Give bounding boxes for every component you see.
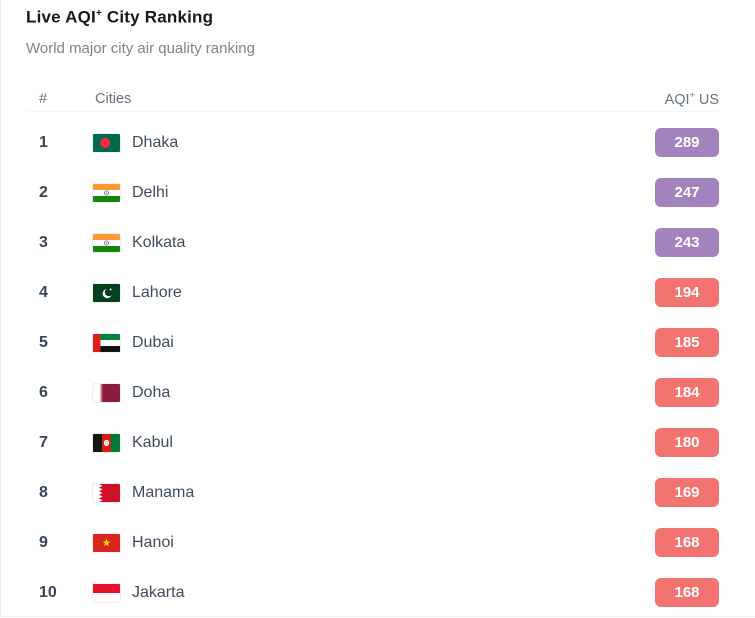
city-name: Kolkata [132,233,186,251]
afghanistan-flag-icon [93,433,120,452]
aqi-badge: 194 [655,278,719,308]
rank-number: 4 [39,283,48,301]
pakistan-flag-icon [93,283,120,302]
aqi-header-superscript: + [689,89,695,100]
aqi-badge: 168 [655,528,719,558]
city-name: Delhi [132,183,169,201]
city-name: Jakarta [132,583,185,601]
page-title: Live AQI+ City Ranking [26,3,719,28]
aqi-badge: 247 [655,178,719,208]
table-row[interactable]: 7 Kabul 180 [26,418,719,468]
table-row[interactable]: 5 Dubai 185 [26,318,719,368]
aqi-badge: 168 [655,578,719,608]
column-header-aqi-us: AQI+ US [665,90,719,108]
bangladesh-flag-icon [93,133,120,152]
column-header-rank: # [39,90,48,107]
city-name: Kabul [132,433,173,451]
indonesia-flag-icon [93,583,120,602]
table-row[interactable]: 4 Lahore 194 [26,268,719,318]
table-row[interactable]: 3 Kolkata 243 [26,218,719,268]
table-row[interactable]: 6 Doha 184 [26,368,719,418]
rank-number: 10 [39,583,57,601]
table-row[interactable]: 10 Jakarta 168 [26,568,719,618]
aqi-badge: 169 [655,478,719,508]
rank-number: 6 [39,383,48,401]
rank-number: 8 [39,483,48,501]
table-row[interactable]: 1 Dhaka 289 [26,118,719,168]
aqi-badge: 184 [655,378,719,408]
table-row[interactable]: 8 Manama 169 [26,468,719,518]
rank-number: 7 [39,433,48,451]
city-name: Lahore [132,283,182,301]
city-name: Dhaka [132,133,179,151]
city-name: Hanoi [132,533,174,551]
aqi-badge: 243 [655,228,719,258]
ranking-rows: 1 Dhaka 289 2 Delhi 247 3 Kolkata 243 4 … [26,118,719,618]
qatar-flag-icon [93,383,120,402]
table-row[interactable]: 9 Hanoi 168 [26,518,719,568]
title-text: Live AQI [26,7,96,27]
column-header-cities: Cities [95,90,132,107]
aqi-header-text-rest: US [694,91,719,108]
rank-number: 1 [39,133,48,151]
india-flag-icon [93,233,120,252]
rank-number: 3 [39,233,48,251]
table-header: # Cities AQI+ US [26,87,719,112]
aqi-badge: 185 [655,328,719,358]
aqi-badge: 289 [655,128,719,158]
rank-number: 9 [39,533,48,551]
vietnam-flag-icon [93,533,120,552]
aqi-header-text: AQI [664,91,690,108]
bahrain-flag-icon [93,483,120,502]
city-name: Doha [132,383,171,401]
page-subtitle: World major city air quality ranking [26,39,255,57]
table-row[interactable]: 2 Delhi 247 [26,168,719,218]
uae-flag-icon [93,333,120,352]
india-flag-icon [93,183,120,202]
rank-number: 5 [39,333,48,351]
rank-number: 2 [39,183,48,201]
aqi-badge: 180 [655,428,719,458]
title-text-rest: City Ranking [101,7,214,27]
city-name: Dubai [132,333,174,351]
city-name: Manama [132,483,195,501]
title-superscript: + [95,8,102,19]
